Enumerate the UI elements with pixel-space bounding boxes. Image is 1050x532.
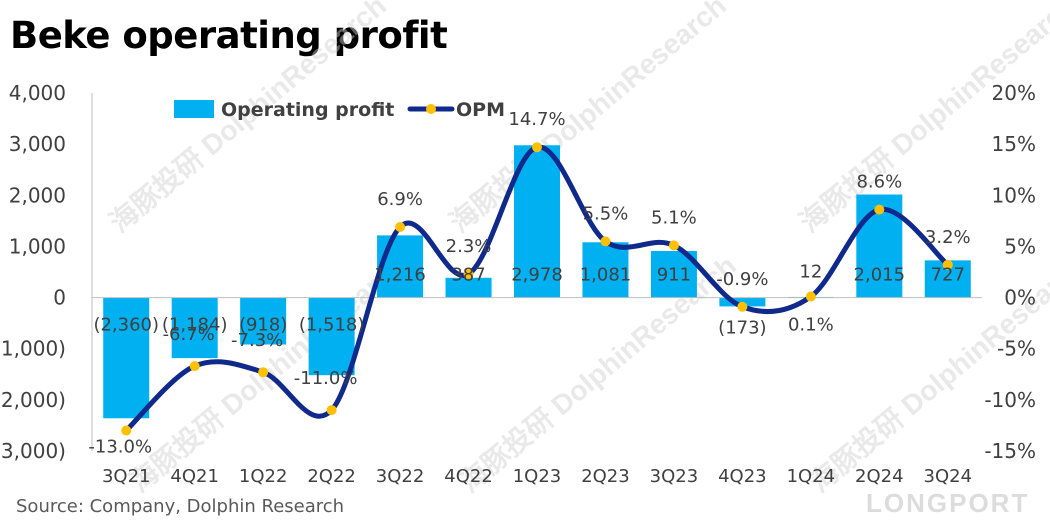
- opm-value-label: 2.3%: [446, 236, 492, 257]
- x-tick-label: 1Q22: [239, 466, 288, 487]
- bar-operating-profit: [377, 235, 424, 298]
- opm-value-label: 3.2%: [925, 227, 971, 248]
- bar-operating-profit: [514, 145, 560, 298]
- y-left-tick-label: 3,000: [9, 132, 66, 156]
- opm-value-label: 6.9%: [377, 189, 423, 210]
- legend-label-operating-profit: Operating profit: [221, 99, 394, 121]
- opm-marker: [258, 367, 269, 378]
- bar-value-label: (2,360): [93, 315, 159, 336]
- y-left-tick-label: 1,000: [9, 234, 66, 258]
- x-tick-label: 4Q23: [718, 466, 767, 487]
- bar-value-label: 1,216: [374, 265, 426, 286]
- bar-value-label: 387: [451, 265, 485, 286]
- y-left-tick-label: (1,000): [0, 337, 66, 361]
- bar-value-label: 12: [799, 262, 822, 283]
- bar-operating-profit: [582, 242, 629, 298]
- bar-operating-profit: [103, 297, 150, 419]
- x-tick-label: 1Q24: [787, 466, 836, 487]
- bar-operating-profit: [445, 277, 492, 298]
- opm-value-label: -7.3%: [231, 330, 283, 351]
- x-tick-label: 2Q24: [855, 466, 904, 487]
- y-right-tick-label: 0%: [1004, 286, 1036, 310]
- y-right-tick-label: 5%: [1004, 234, 1036, 258]
- chart-title: Beke operating profit: [10, 14, 448, 57]
- opm-marker: [600, 236, 611, 247]
- y-left-tick-label: 2,000: [9, 183, 66, 207]
- y-right-tick-label: -15%: [984, 439, 1036, 463]
- opm-value-label: 0.1%: [788, 315, 834, 336]
- y-left-tick-label: 4,000: [9, 81, 66, 105]
- bar-value-label: 727: [931, 265, 965, 286]
- opm-value-label: 5.1%: [651, 207, 697, 228]
- opm-marker: [463, 269, 474, 280]
- bar-value-label: 1,081: [580, 265, 632, 286]
- opm-marker: [668, 240, 679, 251]
- opm-value-label: -11.0%: [294, 368, 358, 389]
- bar-value-label: 911: [657, 265, 691, 286]
- x-tick-label: 3Q22: [376, 466, 425, 487]
- legend-marker-opm: [426, 104, 436, 114]
- opm-value-label: -6.7%: [163, 324, 215, 345]
- y-left-tick-label: (3,000): [0, 439, 66, 463]
- y-right-tick-label: 20%: [992, 81, 1036, 105]
- opm-marker: [532, 142, 542, 153]
- bar-operating-profit: [171, 297, 218, 359]
- bar-value-label: (918): [239, 315, 287, 336]
- source-note: Source: Company, Dolphin Research: [16, 496, 345, 517]
- opm-value-label: 5.5%: [583, 203, 629, 224]
- bar-value-label: 2,978: [511, 265, 563, 286]
- legend-label-opm: OPM: [456, 99, 505, 121]
- opm-marker: [189, 361, 200, 372]
- x-tick-label: 4Q21: [170, 466, 219, 487]
- x-tick-label: 2Q22: [307, 466, 356, 487]
- bar-operating-profit: [240, 297, 287, 345]
- x-tick-label: 3Q23: [650, 466, 699, 487]
- y-right-tick-label: 15%: [992, 132, 1036, 156]
- opm-marker: [737, 301, 748, 312]
- y-right-tick-label: -5%: [997, 337, 1036, 361]
- bar-operating-profit: [308, 297, 355, 376]
- opm-marker: [395, 221, 406, 232]
- bar-value-label: (173): [718, 318, 766, 339]
- bar-value-label: (1,184): [162, 315, 228, 336]
- opm-marker: [942, 259, 953, 270]
- x-tick-label: 2Q23: [581, 466, 630, 487]
- x-tick-label: 3Q21: [102, 466, 151, 487]
- opm-marker: [805, 291, 816, 302]
- x-tick-label: 1Q23: [513, 466, 562, 487]
- opm-marker: [326, 405, 337, 416]
- y-right-tick-label: 10%: [992, 183, 1036, 207]
- opm-marker: [121, 425, 132, 436]
- y-left-tick-label: 0: [53, 286, 66, 310]
- x-tick-label: 4Q22: [444, 466, 493, 487]
- opm-value-label: -13.0%: [88, 437, 152, 458]
- opm-value-label: 8.6%: [856, 172, 902, 193]
- y-right-tick-label: -10%: [984, 388, 1036, 412]
- bar-value-label: (1,518): [299, 315, 365, 336]
- y-left-tick-label: (2,000): [0, 388, 66, 412]
- opm-marker: [874, 204, 885, 215]
- legend-swatch-operating-profit: [174, 100, 214, 118]
- x-tick-label: 3Q24: [924, 466, 973, 487]
- bar-value-label: 2,015: [854, 265, 906, 286]
- opm-value-label: -0.9%: [716, 269, 768, 290]
- opm-value-label: 14.7%: [508, 109, 565, 130]
